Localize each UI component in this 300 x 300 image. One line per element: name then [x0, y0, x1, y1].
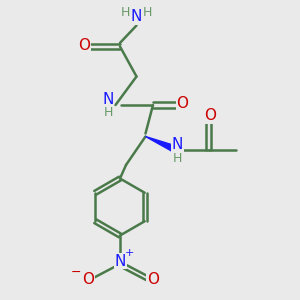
- Text: H: H: [120, 5, 130, 19]
- Text: −: −: [71, 266, 81, 279]
- Text: O: O: [147, 272, 159, 286]
- Text: O: O: [176, 96, 188, 111]
- Text: H: H: [103, 106, 113, 119]
- Text: N: N: [102, 92, 114, 107]
- Text: H: H: [143, 5, 153, 19]
- Text: N: N: [115, 254, 126, 268]
- Text: +: +: [125, 248, 134, 258]
- Text: H: H: [173, 152, 182, 165]
- Text: O: O: [78, 38, 90, 52]
- Polygon shape: [146, 136, 178, 153]
- Text: N: N: [172, 137, 183, 152]
- Text: O: O: [204, 108, 216, 123]
- Text: O: O: [82, 272, 94, 286]
- Text: N: N: [131, 9, 142, 24]
